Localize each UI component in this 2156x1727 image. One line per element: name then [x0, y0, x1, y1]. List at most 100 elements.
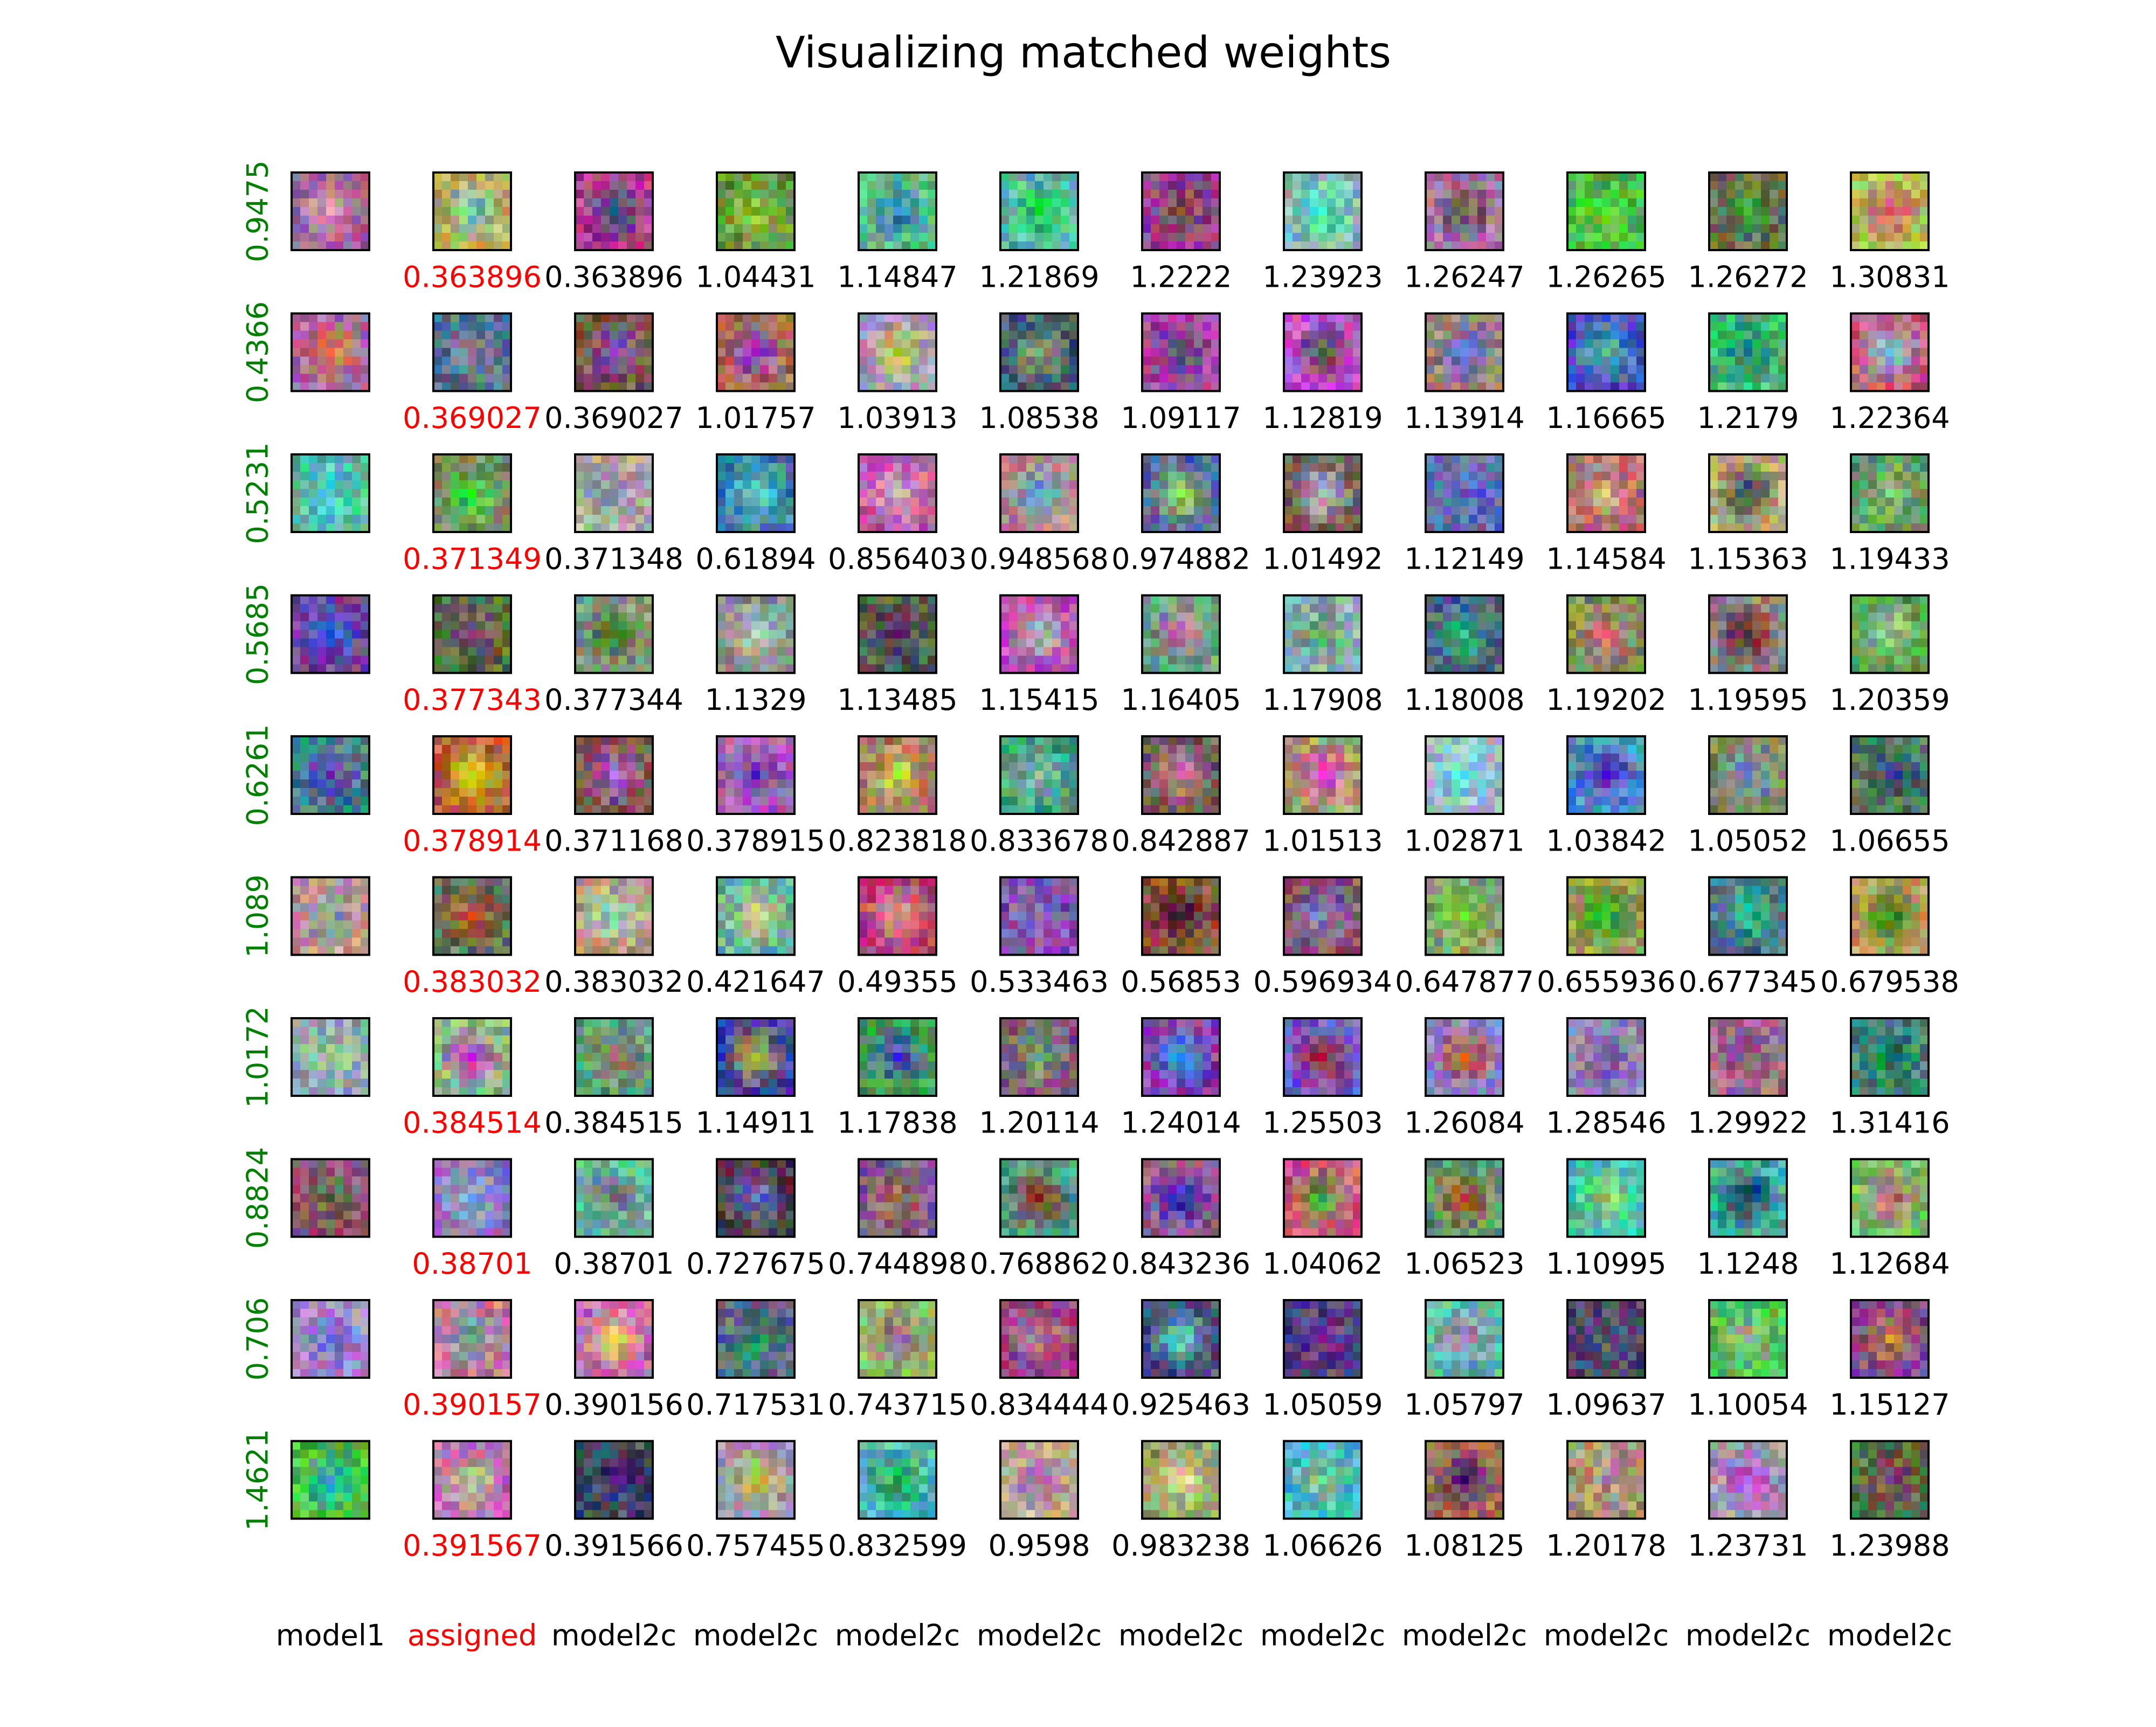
pixel — [1585, 647, 1594, 656]
pixel — [1318, 745, 1328, 754]
pixel — [1585, 374, 1594, 383]
pixel — [502, 805, 512, 814]
pixel — [1469, 172, 1478, 182]
weight-image — [1141, 594, 1221, 674]
pixel — [433, 498, 443, 507]
pixel — [717, 207, 726, 216]
image-border — [1566, 453, 1646, 533]
pixel — [575, 207, 584, 216]
pixel — [326, 523, 335, 533]
pixel — [1576, 463, 1585, 472]
pixel — [725, 356, 735, 365]
pixel — [1576, 480, 1585, 489]
pixel — [725, 523, 735, 533]
pixel — [610, 788, 619, 797]
pixel — [1009, 356, 1018, 365]
pixel — [769, 779, 778, 789]
pixel — [1576, 216, 1585, 225]
pixel — [1052, 241, 1061, 251]
pixel — [1778, 754, 1787, 763]
pixel — [494, 198, 503, 208]
pixel — [1477, 506, 1487, 515]
pixel — [859, 664, 868, 673]
pixel — [1636, 736, 1646, 745]
pixel — [910, 655, 920, 665]
pixel — [335, 356, 344, 365]
pixel — [867, 489, 876, 498]
pixel — [468, 356, 477, 365]
pixel — [1452, 595, 1461, 604]
pixel — [1778, 523, 1787, 533]
pixel — [777, 207, 786, 216]
pixel — [1426, 805, 1435, 814]
pixel — [1310, 233, 1319, 242]
pixel — [1336, 348, 1345, 357]
pixel — [485, 805, 494, 814]
pixel — [1327, 198, 1336, 208]
pixel — [1752, 647, 1761, 656]
pixel — [725, 454, 735, 464]
pixel — [1142, 348, 1151, 357]
pixel — [1567, 498, 1577, 507]
pixel — [786, 745, 795, 754]
pixel — [361, 621, 370, 630]
pixel — [1636, 506, 1646, 515]
pixel — [1735, 241, 1744, 251]
pixel — [1770, 382, 1779, 391]
pixel — [1911, 365, 1920, 374]
pixel — [1142, 172, 1151, 182]
distance-label: 1.19433 — [1829, 542, 1950, 576]
pixel — [769, 664, 778, 673]
pixel — [1434, 612, 1443, 621]
weight-image — [716, 735, 796, 815]
pixel — [777, 595, 786, 604]
pixel — [1894, 233, 1903, 242]
pixel — [1735, 506, 1744, 515]
pixel — [1636, 788, 1646, 797]
pixel — [1310, 365, 1319, 374]
pixel — [1194, 762, 1203, 771]
pixel — [1744, 181, 1753, 190]
pixel — [1318, 736, 1328, 745]
pixel — [1770, 356, 1779, 365]
pixel — [1293, 480, 1302, 489]
pixel — [1159, 647, 1169, 656]
pixel — [876, 788, 885, 797]
pixel — [1344, 745, 1353, 754]
pixel — [343, 489, 353, 498]
pixel — [1061, 216, 1070, 225]
pixel — [1443, 736, 1452, 745]
pixel — [1327, 664, 1336, 673]
pixel — [751, 788, 761, 797]
pixel — [786, 655, 795, 665]
pixel — [1061, 454, 1070, 464]
pixel — [635, 630, 645, 639]
pixel — [1611, 198, 1620, 208]
pixel — [618, 198, 627, 208]
pixel — [292, 241, 301, 251]
pixel — [584, 788, 593, 797]
pixel — [1576, 322, 1585, 331]
pixel — [919, 736, 928, 745]
pixel — [1593, 762, 1602, 771]
pixel — [584, 647, 593, 656]
pixel — [893, 322, 902, 331]
pixel — [575, 454, 584, 464]
pixel — [1301, 181, 1310, 190]
pixel — [1619, 224, 1628, 233]
pixel — [361, 762, 370, 771]
pixel — [717, 621, 726, 630]
pixel — [1443, 313, 1452, 322]
pixel — [502, 198, 512, 208]
pixel — [1203, 523, 1212, 533]
pixel — [1885, 339, 1895, 348]
pixel — [1336, 498, 1345, 507]
pixel — [1000, 621, 1010, 630]
pixel — [884, 805, 894, 814]
pixel — [1061, 612, 1070, 621]
pixel — [1452, 621, 1461, 630]
image-border — [1141, 312, 1221, 392]
pixel — [1868, 736, 1877, 745]
pixel — [1434, 771, 1443, 780]
pixel — [893, 788, 902, 797]
